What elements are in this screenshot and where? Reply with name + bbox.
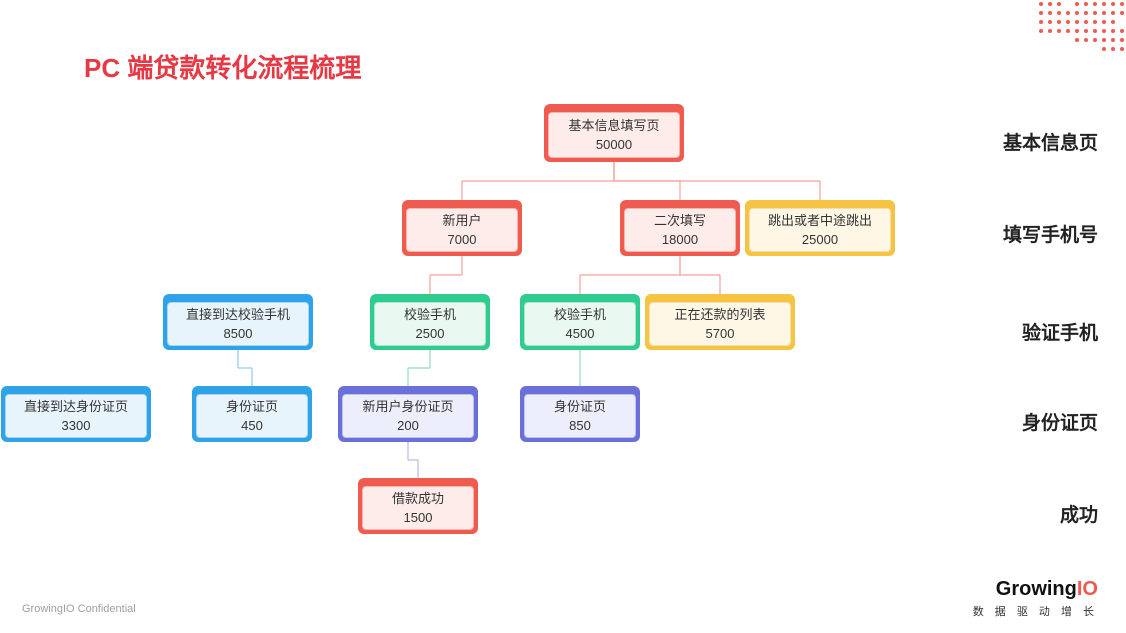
- footer-confidential: GrowingIO Confidential: [22, 603, 136, 615]
- flow-node-n1: 基本信息填写页50000: [544, 104, 684, 162]
- logo-tagline: 数 据 驱 动 增 长: [973, 603, 1098, 619]
- node-label: 校验手机: [404, 305, 456, 325]
- node-value: 3300: [62, 416, 91, 436]
- node-value: 450: [241, 416, 263, 436]
- flow-node-n4: 跳出或者中途跳出25000: [745, 200, 895, 256]
- node-value: 5700: [706, 324, 735, 344]
- node-value: 50000: [596, 135, 632, 155]
- node-label: 身份证页: [226, 397, 278, 417]
- title-text: PC 端贷款转化流程梳理: [84, 53, 361, 83]
- node-label: 直接到达校验手机: [186, 305, 290, 325]
- node-label: 新用户身份证页: [362, 397, 453, 417]
- row-label-2: 验证手机: [1022, 318, 1098, 345]
- flow-node-n13: 借款成功1500: [358, 478, 478, 534]
- flow-node-n10: 身份证页450: [192, 386, 312, 442]
- flow-node-n7: 校验手机4500: [520, 294, 640, 350]
- node-label: 借款成功: [392, 489, 444, 509]
- node-value: 25000: [802, 230, 838, 250]
- logo-text-2: IO: [1077, 578, 1098, 600]
- node-value: 200: [397, 416, 419, 436]
- row-label-4: 成功: [1060, 500, 1098, 527]
- node-label: 跳出或者中途跳出: [768, 211, 872, 231]
- node-value: 7000: [448, 230, 477, 250]
- flow-node-n11: 新用户身份证页200: [338, 386, 478, 442]
- row-label-0: 基本信息页: [1003, 128, 1098, 155]
- node-label: 身份证页: [554, 397, 606, 417]
- node-value: 1500: [404, 508, 433, 528]
- flow-node-n3: 二次填写18000: [620, 200, 740, 256]
- brand-logo: GrowingIO 数 据 驱 动 增 长: [973, 578, 1098, 619]
- node-value: 2500: [416, 324, 445, 344]
- node-value: 8500: [224, 324, 253, 344]
- flow-node-n2: 新用户7000: [402, 200, 522, 256]
- node-label: 基本信息填写页: [568, 116, 659, 136]
- node-value: 850: [569, 416, 591, 436]
- flow-node-n6: 校验手机2500: [370, 294, 490, 350]
- node-label: 直接到达身份证页: [24, 397, 128, 417]
- row-label-1: 填写手机号: [1003, 220, 1098, 247]
- corner-dots: [1026, 0, 1126, 70]
- node-value: 18000: [662, 230, 698, 250]
- logo-text-1: Growing: [996, 578, 1077, 600]
- flow-node-n12: 身份证页850: [520, 386, 640, 442]
- node-label: 新用户: [442, 211, 481, 231]
- flow-node-n9: 直接到达身份证页3300: [1, 386, 151, 442]
- flow-node-n5: 直接到达校验手机8500: [163, 294, 313, 350]
- page-title: PC 端贷款转化流程梳理: [84, 48, 361, 85]
- node-value: 4500: [566, 324, 595, 344]
- node-label: 校验手机: [554, 305, 606, 325]
- row-label-3: 身份证页: [1022, 408, 1098, 435]
- node-label: 正在还款的列表: [674, 305, 765, 325]
- flow-node-n8: 正在还款的列表5700: [645, 294, 795, 350]
- node-label: 二次填写: [654, 211, 706, 231]
